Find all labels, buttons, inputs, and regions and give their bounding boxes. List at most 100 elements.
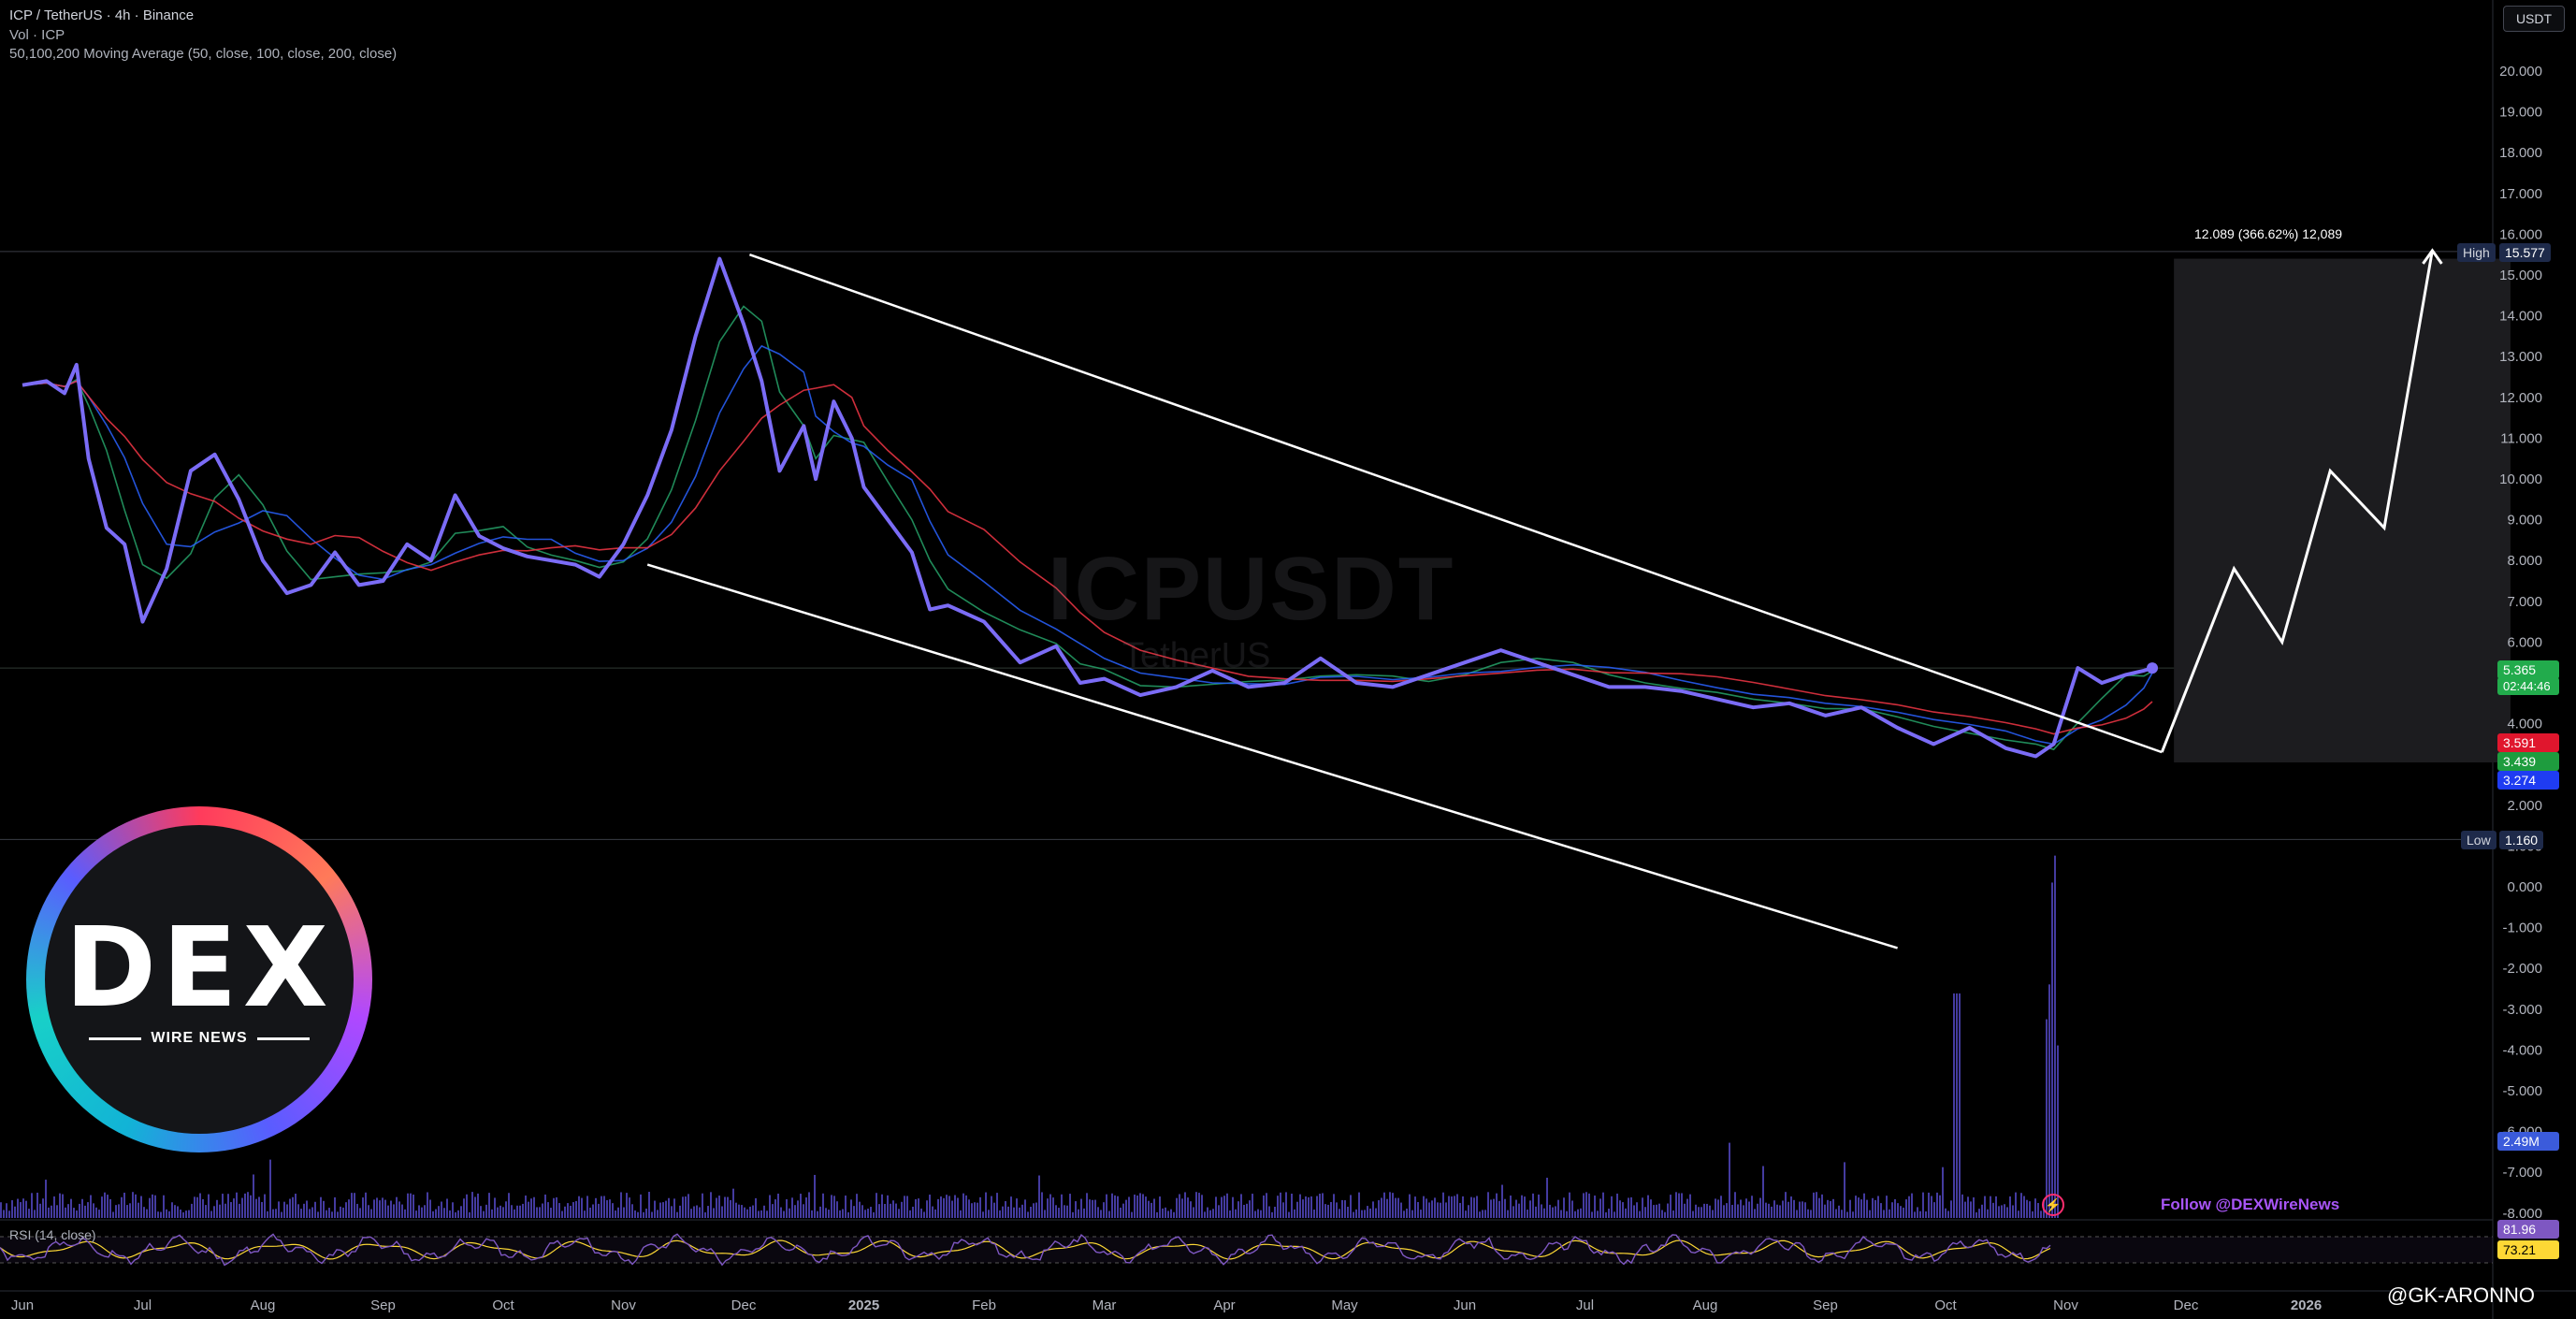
volume-bar (157, 1211, 159, 1218)
volume-bar (651, 1211, 653, 1218)
volume-bar (1889, 1209, 1890, 1218)
x-tick-label: Oct (492, 1297, 514, 1313)
volume-bar (1931, 1196, 1932, 1218)
volume-bar (42, 1198, 44, 1218)
volume-bar (1451, 1196, 1453, 1218)
volume-bar (606, 1200, 608, 1218)
volume-bar (250, 1195, 252, 1218)
volume-bar (2034, 1198, 2036, 1218)
volume-bar (1176, 1197, 1178, 1218)
volume-bar (354, 1193, 355, 1218)
volume-bar (107, 1195, 109, 1218)
volume-bar (2020, 1193, 2022, 1218)
lightning-icon[interactable]: ⚡ (2042, 1194, 2064, 1216)
volume-bar (783, 1210, 785, 1218)
volume-bar (1106, 1194, 1107, 1218)
volume-bar (196, 1196, 198, 1218)
volume-bar (766, 1210, 768, 1218)
descending-channel (646, 254, 2163, 949)
volume-bar (93, 1203, 94, 1218)
volume-bar (996, 1193, 998, 1218)
volume-bar (342, 1207, 344, 1218)
volume-bar (1226, 1193, 1228, 1218)
volume-bar (1442, 1192, 1444, 1218)
volume-bar (547, 1202, 549, 1218)
volume-bar (1883, 1210, 1885, 1218)
volume-bar (657, 1210, 658, 1218)
y-tick-label: 8.000 (2507, 553, 2542, 569)
volume-bar (1033, 1203, 1035, 1218)
volume-bar (968, 1199, 970, 1218)
volume-bar (1936, 1192, 1938, 1218)
volume-bar (609, 1199, 611, 1218)
volume-bar (727, 1196, 729, 1218)
measure-label: 12.089 (366.62%) 12,089 (2194, 226, 2343, 241)
volume-bar (90, 1195, 92, 1218)
volume-bar (1254, 1210, 1256, 1218)
rsi-ma-line (0, 1239, 2051, 1260)
volume-bar (1698, 1207, 1700, 1218)
volume-bar (326, 1210, 327, 1218)
volume-bar (2051, 882, 2053, 1218)
volume-bar (654, 1200, 656, 1218)
volume-bar (884, 1203, 886, 1218)
volume-bar (1818, 1197, 1820, 1218)
volume-bar (631, 1204, 633, 1218)
volume-bar (491, 1209, 493, 1218)
volume-bar (581, 1197, 583, 1218)
ma200-line (22, 380, 2153, 735)
x-tick-label: 2025 (848, 1297, 879, 1313)
volume-bar (362, 1197, 364, 1218)
volume-bar (839, 1210, 841, 1218)
volume-bar (275, 1209, 277, 1218)
credit-text: @GK-ARONNO (2387, 1283, 2536, 1307)
volume-bar (1434, 1197, 1436, 1218)
moving-averages (22, 305, 2153, 751)
volume-bar (898, 1209, 900, 1218)
volume-bar (2018, 1210, 2019, 1218)
volume-bar (1639, 1210, 1641, 1218)
volume-bar (850, 1199, 852, 1218)
y-tick-label: -8.000 (2502, 1206, 2542, 1222)
x-tick-label: Jun (1454, 1297, 1476, 1313)
volume-bar (1852, 1211, 1854, 1218)
volume-bar (457, 1210, 459, 1218)
volume-bar (1310, 1196, 1312, 1218)
volume-bar (1667, 1203, 1669, 1218)
volume-bar (1549, 1204, 1551, 1218)
volume-bar (137, 1202, 139, 1218)
volume-bar (1967, 1196, 1969, 1218)
volume-bar (1757, 1203, 1758, 1218)
volume-bar (432, 1210, 434, 1218)
volume-bar (149, 1197, 151, 1218)
volume-bar (1922, 1192, 1924, 1218)
volume-bar (1296, 1201, 1298, 1218)
volume-bar (1170, 1209, 1172, 1218)
volume-bar (774, 1199, 776, 1218)
volume-bar (999, 1210, 1001, 1218)
volume-bar (466, 1194, 468, 1218)
volume-bar (1148, 1200, 1150, 1218)
volume-bar (1961, 1194, 1963, 1218)
volume-bar (1280, 1192, 1281, 1218)
volume-bar (1190, 1201, 1192, 1218)
volume-bar (741, 1205, 743, 1218)
volume-bar (309, 1209, 311, 1218)
volume-bar (2001, 1205, 2003, 1218)
volume-bar (1835, 1209, 1837, 1218)
volume-bar (704, 1211, 706, 1218)
volume-bar (267, 1210, 268, 1218)
currency-button[interactable]: USDT (2503, 6, 2565, 32)
volume-bar (219, 1204, 221, 1218)
volume-bar (1420, 1210, 1422, 1218)
x-tick-label: Mar (1093, 1297, 1117, 1313)
volume-bar (828, 1210, 830, 1218)
volume-bar (755, 1197, 757, 1218)
volume-bar (749, 1206, 751, 1218)
volume-bar (1423, 1196, 1425, 1218)
x-tick-label: Nov (2053, 1297, 2078, 1313)
volume-bar (645, 1208, 647, 1218)
volume-bar (317, 1211, 319, 1218)
